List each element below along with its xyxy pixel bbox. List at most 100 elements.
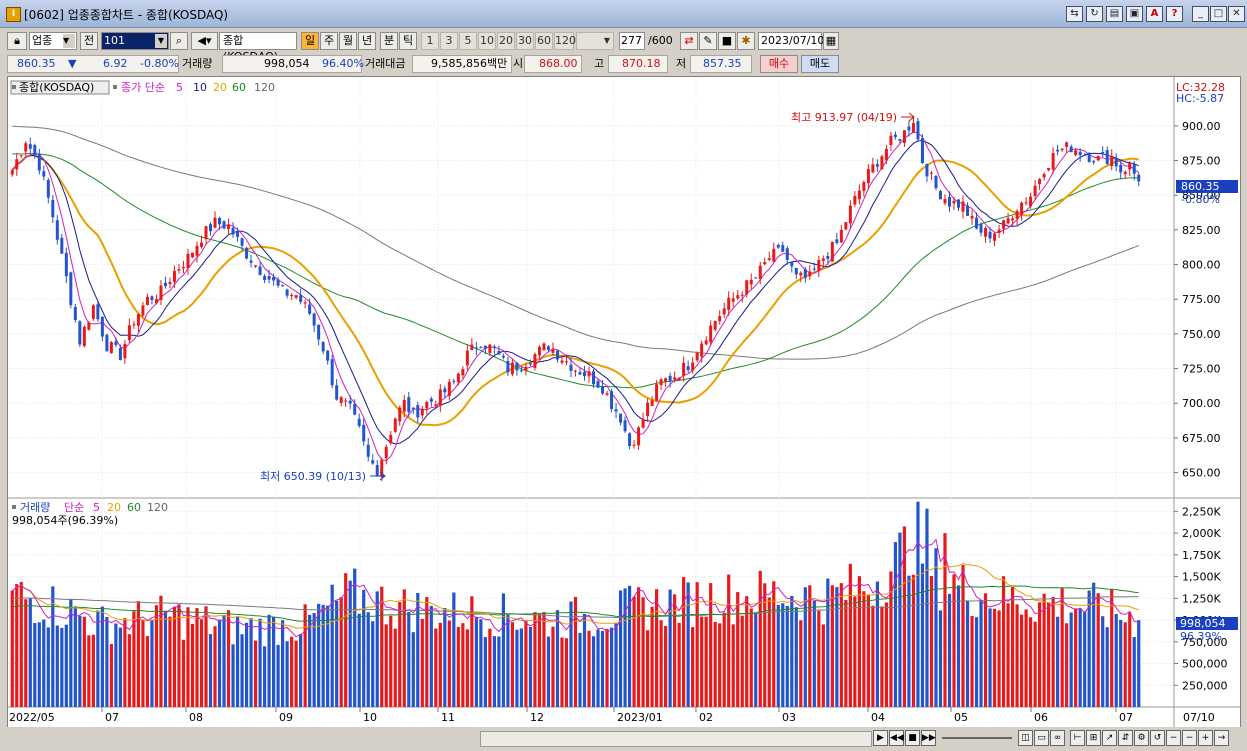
candle-body	[722, 308, 726, 315]
interval-30-button[interactable]: 30	[516, 32, 534, 50]
settings-icon[interactable]: ⚙	[1134, 730, 1149, 746]
save-chart-icon[interactable]: ■	[718, 32, 736, 50]
chart-toolbar: 🔒︎ 업종▼ 전 101▼ ⌕ ◀▾ 종합(KOSDAQ) 일 주 월 년 분 …	[0, 29, 1247, 63]
zoom-out-icon[interactable]: −	[1166, 730, 1181, 746]
volume-bar	[722, 612, 726, 707]
date-axis-label: 07/10	[1183, 711, 1215, 724]
refresh-icon[interactable]: ↻	[1086, 6, 1103, 22]
chart-area[interactable]: 900.00 875.00 850.00 825.00 800.00 775.00 750.…	[7, 76, 1241, 728]
code-input[interactable]: 101 ▼	[101, 32, 169, 50]
zoom-slider[interactable]	[942, 737, 1012, 739]
scroll-right-icon[interactable]: ▶	[873, 730, 888, 746]
candle-body	[348, 400, 352, 404]
candle-body	[190, 252, 194, 258]
candle-body	[1096, 155, 1100, 161]
candle-body	[605, 393, 609, 395]
period-month-button[interactable]: 월	[339, 32, 357, 50]
font-icon[interactable]: A	[1146, 6, 1163, 22]
volume-bar	[587, 630, 591, 707]
volume-bar	[64, 624, 68, 707]
scroll-end-icon[interactable]: →	[1214, 730, 1229, 746]
volume-bar	[249, 618, 253, 707]
interval-custom-select[interactable]: ▼	[576, 32, 614, 50]
interval-120-button[interactable]: 120	[554, 32, 576, 50]
crosshair-icon[interactable]: ⊢	[1070, 730, 1085, 746]
link-icon[interactable]: ⇆	[1066, 6, 1083, 22]
scroll-fast-back-icon[interactable]: ◀◀	[889, 730, 904, 746]
print-icon[interactable]: ▤	[1106, 6, 1123, 22]
sell-button[interactable]: 매도	[801, 55, 839, 73]
period-year-button[interactable]: 년	[358, 32, 376, 50]
save-icon[interactable]: ▣	[1126, 6, 1143, 22]
lock-icon[interactable]: 🔒︎	[7, 32, 27, 50]
market-select[interactable]: 업종 ▼	[29, 32, 77, 50]
volume-bar	[1123, 622, 1127, 707]
candle-body	[1132, 164, 1136, 174]
speaker-icon[interactable]: ◀▾	[191, 32, 218, 50]
grid-icon[interactable]: ⊞	[1086, 730, 1101, 746]
count-input[interactable]: 277	[619, 32, 645, 50]
interval-1-button[interactable]: 1	[421, 32, 439, 50]
date-input[interactable]: 2023/07/10	[758, 32, 824, 50]
candle-body	[781, 245, 785, 252]
candle-body	[1105, 150, 1109, 164]
period-week-button[interactable]: 주	[320, 32, 338, 50]
candle-body	[988, 232, 992, 239]
volume-bar	[1096, 593, 1100, 707]
volume-bar	[51, 586, 55, 707]
price-volume-chart[interactable]: 900.00875.00850.00825.00800.00775.00750.…	[8, 77, 1240, 727]
zoom-window-icon[interactable]: ◫	[1018, 730, 1033, 746]
period-tick-button[interactable]: 틱	[399, 32, 417, 50]
period-minute-button[interactable]: 분	[380, 32, 398, 50]
help-icon[interactable]: ?	[1166, 6, 1183, 22]
interval-20-button[interactable]: 20	[497, 32, 515, 50]
minimize-button[interactable]: _	[1192, 6, 1209, 22]
volume-bar	[46, 627, 50, 707]
interval-10-button[interactable]: 10	[478, 32, 496, 50]
close-button[interactable]: ✕	[1228, 6, 1245, 22]
candle-body	[87, 322, 91, 330]
exchange-icon[interactable]: ⇄	[680, 32, 698, 50]
compare-icon[interactable]: ⇵	[1118, 730, 1133, 746]
volume-bar	[826, 578, 830, 707]
interval-60-button[interactable]: 60	[535, 32, 553, 50]
candle-body	[479, 347, 483, 349]
candle-body	[920, 138, 924, 164]
stop-icon[interactable]: ■	[905, 730, 920, 746]
legend-ma20: 20	[213, 81, 227, 94]
chart-tool-icon[interactable]: ✎	[699, 32, 717, 50]
link-chain-icon[interactable]: ∞	[1050, 730, 1065, 746]
volume-bar	[1015, 604, 1019, 707]
volume-bar	[524, 621, 528, 707]
candle-body	[862, 182, 866, 191]
volume-bar	[1083, 611, 1087, 707]
candle-body	[794, 267, 798, 275]
scroll-fast-forward-icon[interactable]: ▶▶	[921, 730, 936, 746]
interval-3-button[interactable]: 3	[440, 32, 458, 50]
search-icon[interactable]: ⌕	[170, 32, 188, 50]
zoom-in-icon[interactable]: +	[1198, 730, 1213, 746]
volume-bar	[844, 599, 848, 707]
volume-legend-name: 거래량	[20, 501, 50, 514]
volume-bar	[326, 605, 330, 707]
volume-bar	[204, 606, 208, 707]
volume-axis-label: 250,000	[1182, 679, 1228, 692]
candle-body	[857, 190, 861, 200]
interval-5-button[interactable]: 5	[459, 32, 477, 50]
calendar-icon[interactable]: ▦	[823, 32, 839, 50]
buy-button[interactable]: 매수	[760, 55, 798, 73]
layout-icon[interactable]: ▭	[1034, 730, 1049, 746]
settings-gear-icon[interactable]: ✱	[737, 32, 755, 50]
zoom-fit-icon[interactable]: −	[1182, 730, 1197, 746]
period-day-button[interactable]: 일	[301, 32, 319, 50]
reset-icon[interactable]: ↺	[1150, 730, 1165, 746]
candle-body	[1078, 151, 1082, 156]
maximize-button[interactable]: □	[1210, 6, 1227, 22]
candle-body	[1024, 202, 1028, 204]
high-arrow-icon	[901, 112, 915, 122]
trend-icon[interactable]: ↗	[1102, 730, 1117, 746]
quote-volume-box	[222, 55, 362, 73]
prev-button[interactable]: 전	[80, 32, 98, 50]
candle-body	[411, 407, 415, 409]
scroll-track[interactable]	[480, 731, 872, 747]
